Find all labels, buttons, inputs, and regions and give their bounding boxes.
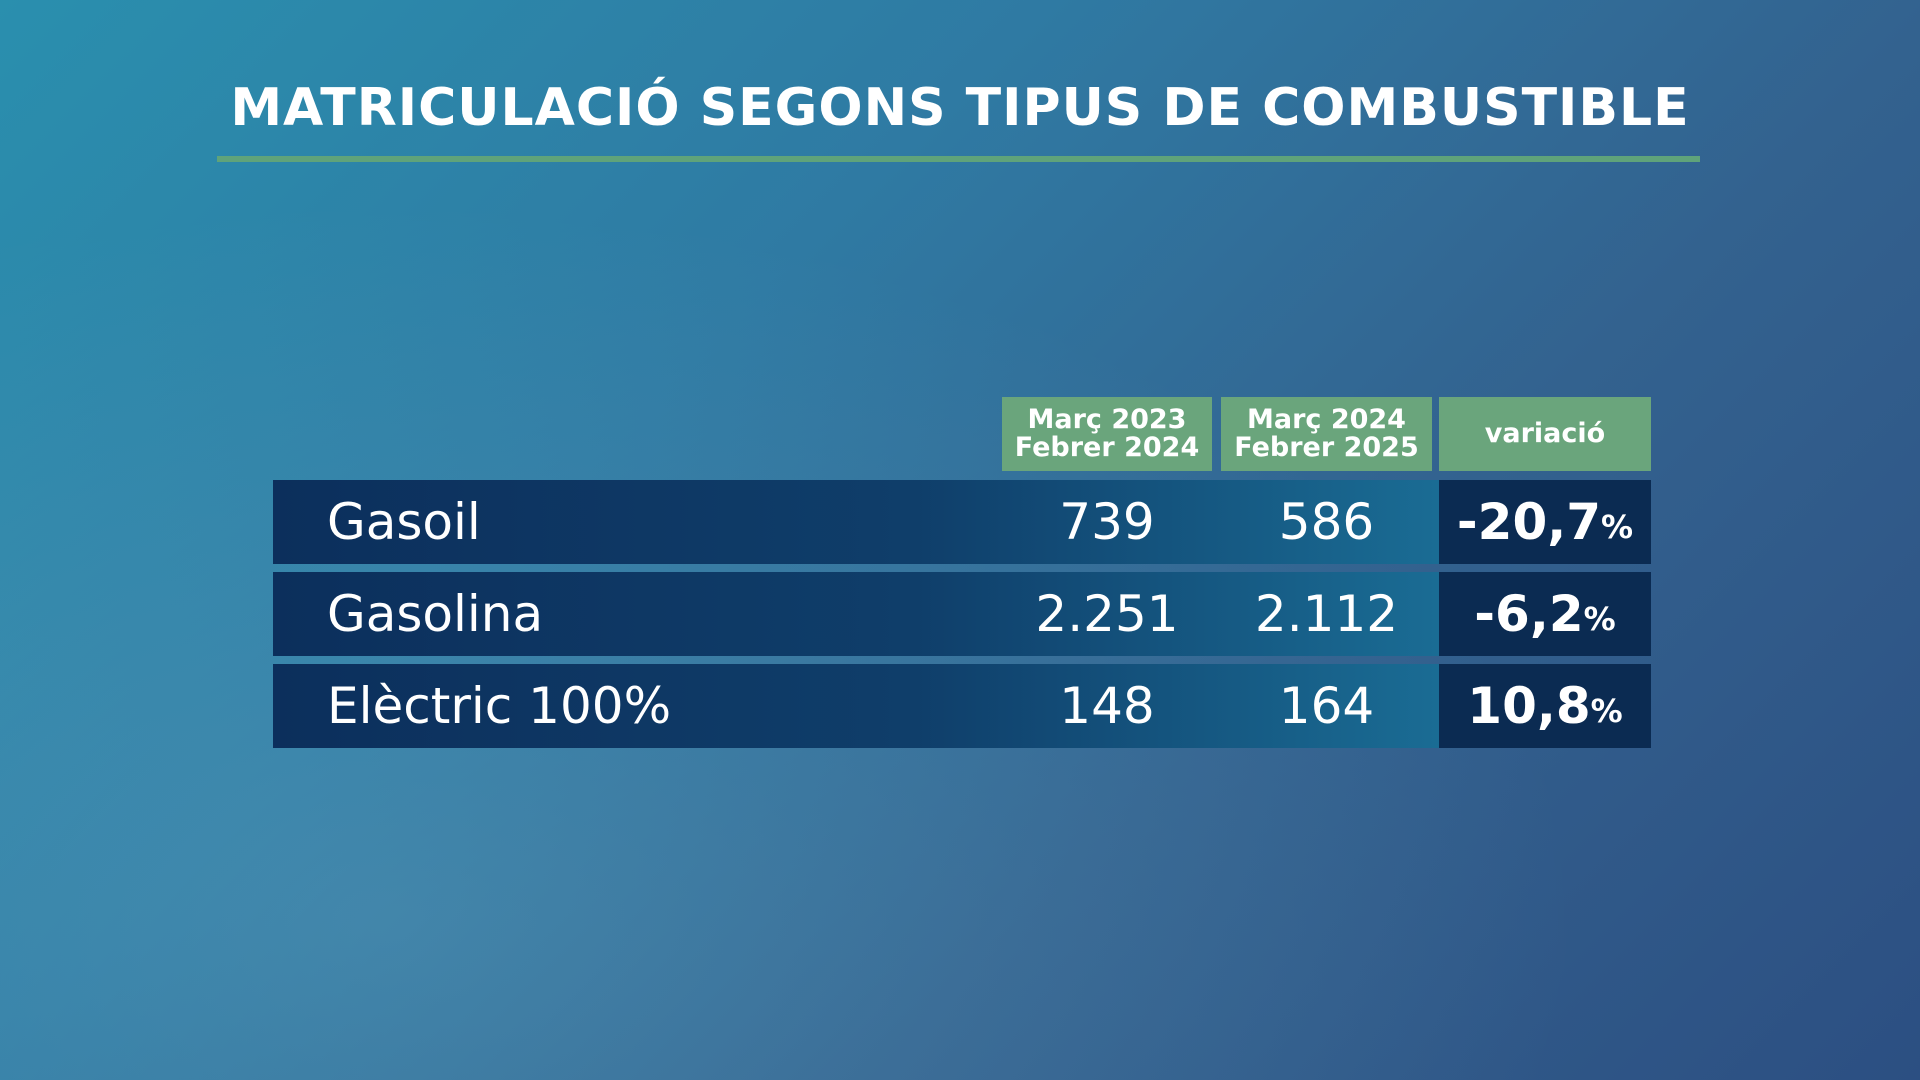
table-row <box>273 572 1439 656</box>
row-label: Gasoil <box>327 493 481 551</box>
cell-value: 739 <box>1059 493 1155 551</box>
cell-value: 164 <box>1278 677 1375 735</box>
variation-unit: % <box>1601 508 1634 546</box>
variation-value: -6,2 <box>1474 585 1584 643</box>
variation-value: 10,8 <box>1467 677 1591 735</box>
cell-value: 148 <box>1059 677 1155 735</box>
variation-value: -20,7 <box>1456 493 1602 551</box>
header-cell: variació <box>1439 397 1651 471</box>
cell-value: 586 <box>1278 493 1375 551</box>
variation-unit: % <box>1590 692 1623 730</box>
row-label: Gasolina <box>327 585 544 643</box>
table-row <box>273 664 1439 748</box>
header-line: Febrer 2025 <box>1234 432 1419 463</box>
title: MATRICULACIÓ SEGONS TIPUS DE COMBUSTIBLE <box>230 78 1690 138</box>
header-line: variació <box>1484 418 1606 449</box>
variation-cell: -20,7% <box>1439 480 1651 564</box>
header-cell: Març 2024 Febrer 2025 <box>1221 397 1432 471</box>
title-underline <box>217 156 1700 162</box>
header-cell: Març 2023 Febrer 2024 <box>1002 397 1212 471</box>
row-label: Elèctric 100% <box>327 677 672 735</box>
header-line: Març 2023 <box>1027 404 1187 435</box>
cell-value: 2.251 <box>1035 585 1179 643</box>
variation-cell: 10,8% <box>1439 664 1651 748</box>
variation-unit: % <box>1583 600 1616 638</box>
table-row <box>273 480 1439 564</box>
header-line: Febrer 2024 <box>1014 432 1200 463</box>
cell-value: 2.112 <box>1254 585 1399 643</box>
variation-cell: -6,2% <box>1439 572 1651 656</box>
header-line: Març 2024 <box>1247 404 1406 435</box>
